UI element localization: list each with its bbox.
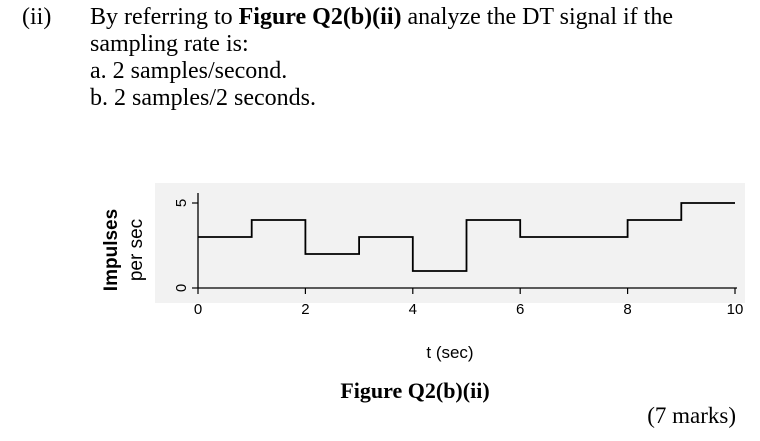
figure-reference: Figure Q2(b)(ii)	[238, 4, 402, 30]
question-number: (ii)	[22, 4, 52, 30]
figure: Impulses per sec t (sec) 0 2 4 6 8 10 0 5	[95, 178, 755, 378]
question-line-2: sampling rate is:	[90, 31, 249, 57]
question-line-1-post: analyze the DT signal if the	[401, 4, 673, 30]
question-line-1-pre: By referring to	[90, 4, 239, 30]
x-tick-label-2: 2	[301, 301, 309, 318]
x-tick-label-4: 4	[409, 301, 417, 318]
y-axis-label-line-2: per sec	[126, 219, 147, 281]
option-b: b. 2 samples/2 seconds.	[90, 85, 316, 111]
x-tick-label-8: 8	[623, 301, 631, 318]
y-tick-label-0: 0	[173, 284, 190, 292]
x-tick-label-6: 6	[516, 301, 524, 318]
question-line-1: By referring to Figure Q2(b)(ii) analyze…	[90, 4, 750, 31]
x-axis-label: t (sec)	[426, 343, 473, 362]
x-tick-label-0: 0	[194, 301, 202, 318]
y-axis-label-line-1: Impulses	[101, 209, 122, 291]
plot-background	[155, 183, 745, 303]
x-tick-label-10: 10	[727, 301, 744, 318]
marks-allocation: (7 marks)	[647, 403, 736, 428]
y-axis-label-group: Impulses per sec	[101, 209, 147, 291]
y-tick-label-5: 5	[173, 199, 190, 207]
option-a: a. 2 samples/second.	[90, 58, 288, 84]
figure-caption: Figure Q2(b)(ii)	[340, 378, 490, 403]
chart-marks: 0 2 4 6 8 10 0 5	[173, 193, 743, 318]
step-chart: Impulses per sec t (sec) 0 2 4 6 8 10 0 5	[101, 183, 745, 362]
question-text: By referring to Figure Q2(b)(ii) analyze…	[90, 4, 750, 112]
step-series-line	[198, 202, 735, 272]
